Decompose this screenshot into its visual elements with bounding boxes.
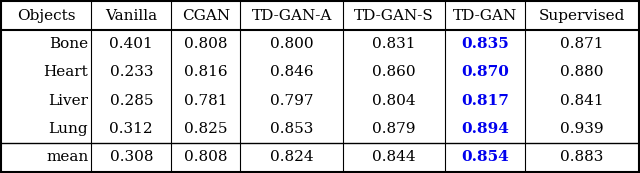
Text: mean: mean	[46, 151, 88, 164]
Text: 0.871: 0.871	[560, 37, 604, 51]
Text: Bone: Bone	[49, 37, 88, 51]
Text: 0.824: 0.824	[270, 151, 314, 164]
Text: 0.825: 0.825	[184, 122, 227, 136]
Text: 0.800: 0.800	[270, 37, 314, 51]
Text: 0.312: 0.312	[109, 122, 153, 136]
Text: 0.835: 0.835	[461, 37, 509, 51]
Text: Liver: Liver	[48, 94, 88, 108]
Text: 0.880: 0.880	[560, 65, 604, 79]
Text: 0.808: 0.808	[184, 151, 227, 164]
Text: 0.870: 0.870	[461, 65, 509, 79]
Text: Supervised: Supervised	[539, 9, 625, 22]
Text: 0.844: 0.844	[372, 151, 416, 164]
Text: 0.883: 0.883	[560, 151, 604, 164]
Text: Lung: Lung	[49, 122, 88, 136]
Text: TD-GAN-S: TD-GAN-S	[354, 9, 434, 22]
Text: 0.846: 0.846	[270, 65, 314, 79]
Text: 0.817: 0.817	[461, 94, 509, 108]
Text: 0.879: 0.879	[372, 122, 416, 136]
Text: 0.831: 0.831	[372, 37, 416, 51]
Text: TD-GAN: TD-GAN	[453, 9, 517, 22]
Text: 0.233: 0.233	[109, 65, 153, 79]
Text: 0.804: 0.804	[372, 94, 416, 108]
Text: CGAN: CGAN	[182, 9, 230, 22]
Text: Heart: Heart	[44, 65, 88, 79]
Text: 0.939: 0.939	[560, 122, 604, 136]
Text: 0.841: 0.841	[560, 94, 604, 108]
Text: 0.853: 0.853	[270, 122, 314, 136]
Text: 0.808: 0.808	[184, 37, 227, 51]
Text: 0.860: 0.860	[372, 65, 416, 79]
Text: 0.894: 0.894	[461, 122, 509, 136]
Text: 0.797: 0.797	[270, 94, 314, 108]
Text: 0.401: 0.401	[109, 37, 153, 51]
Text: TD-GAN-A: TD-GAN-A	[252, 9, 332, 22]
Text: 0.816: 0.816	[184, 65, 228, 79]
Text: Vanilla: Vanilla	[105, 9, 157, 22]
Text: 0.285: 0.285	[109, 94, 153, 108]
Text: 0.854: 0.854	[461, 151, 509, 164]
Text: 0.781: 0.781	[184, 94, 227, 108]
Text: Objects: Objects	[17, 9, 76, 22]
Text: 0.308: 0.308	[109, 151, 153, 164]
